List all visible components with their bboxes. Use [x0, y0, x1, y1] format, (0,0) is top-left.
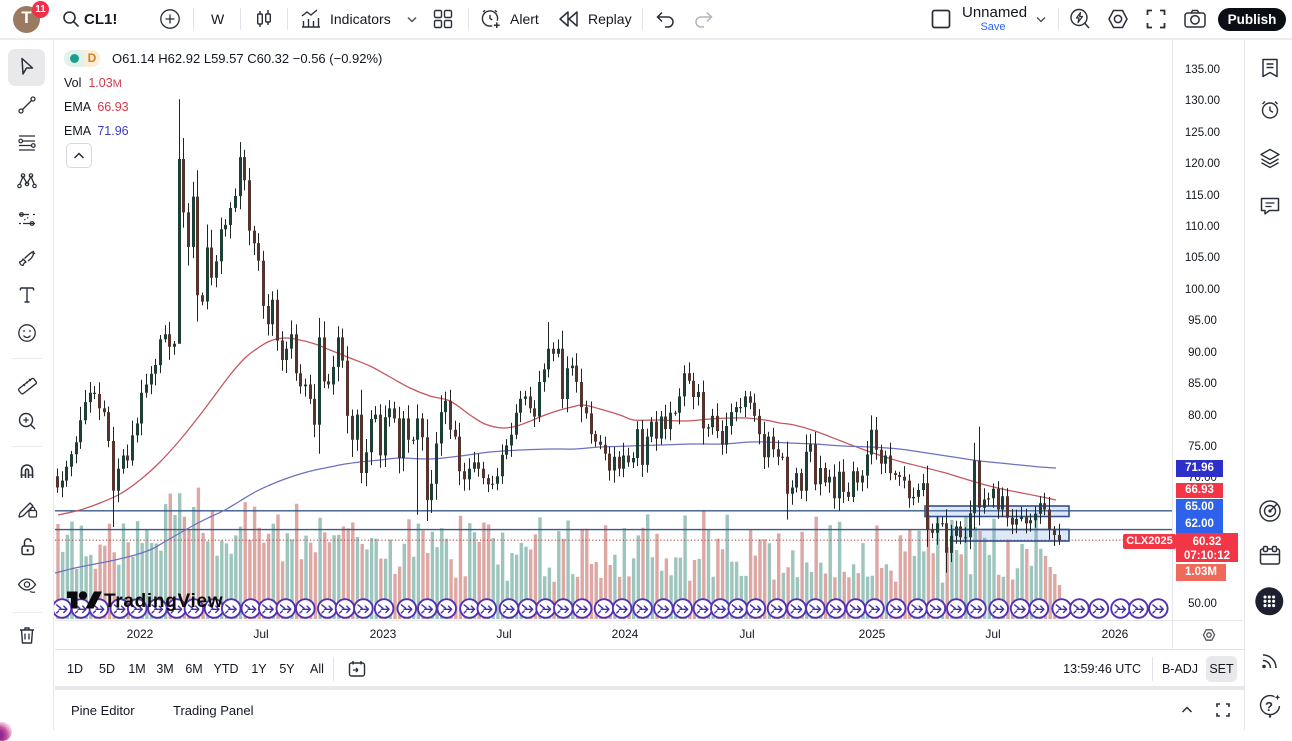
svg-text:TradingView: TradingView [104, 591, 223, 612]
svg-text:?: ? [1265, 699, 1273, 714]
